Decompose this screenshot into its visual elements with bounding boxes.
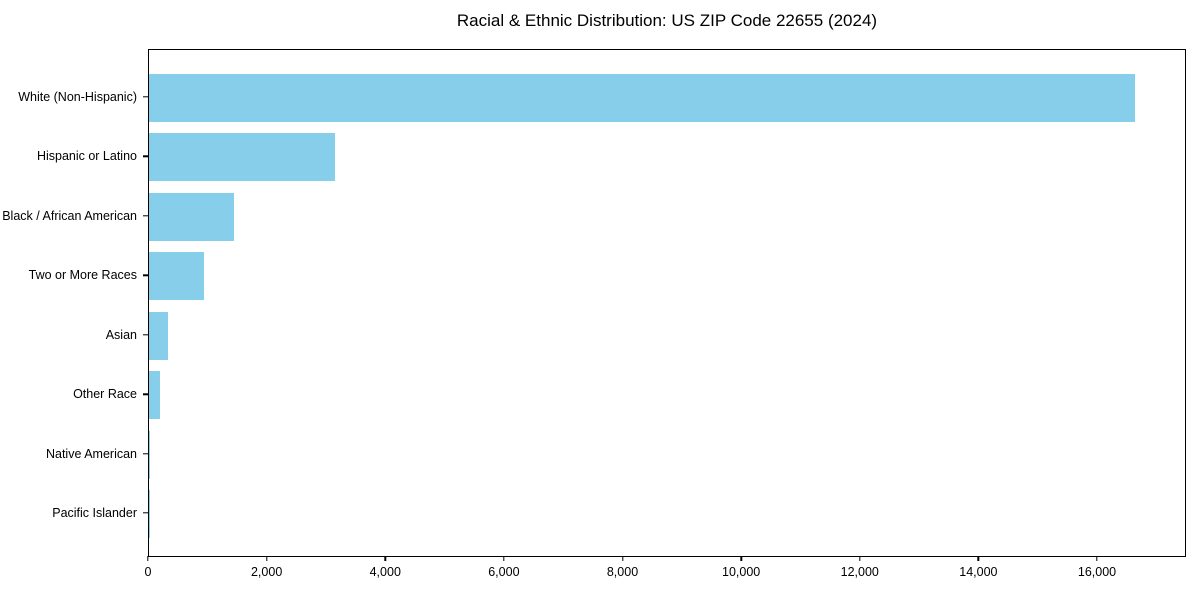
x-tick-mark <box>147 556 149 561</box>
x-tick-label: 10,000 <box>722 565 761 579</box>
x-tick-mark <box>503 556 505 561</box>
x-tick-mark <box>1096 556 1098 561</box>
y-tick-mark <box>143 215 148 217</box>
y-tick-mark <box>143 512 148 514</box>
y-tick-label: Black / African American <box>2 208 137 223</box>
y-tick-label: Asian <box>105 327 137 342</box>
x-tick-label: 2,000 <box>250 565 283 579</box>
y-tick-label: Two or More Races <box>28 268 137 283</box>
x-tick-label: 12,000 <box>840 565 879 579</box>
x-tick-label: 4,000 <box>369 565 401 579</box>
y-tick-mark <box>143 452 148 455</box>
x-tick-label: 14,000 <box>959 565 998 579</box>
y-tick-mark <box>143 393 148 395</box>
y-tick-mark <box>143 155 148 158</box>
bar-black-african-american <box>149 192 234 241</box>
y-tick-label: Hispanic or Latino <box>36 149 137 164</box>
x-tick-mark <box>384 556 386 561</box>
y-axis: White (Non-Hispanic) Hispanic or Latino Bl… <box>0 0 148 600</box>
y-tick-mark <box>143 96 148 98</box>
x-tick-label: 6,000 <box>488 565 520 579</box>
x-tick-mark <box>977 556 980 561</box>
y-tick-label: Other Race <box>73 387 137 402</box>
x-tick-label: 8,000 <box>606 565 639 579</box>
bar-other-race <box>149 371 160 420</box>
y-tick-label: Native American <box>45 446 137 461</box>
x-tick-mark <box>621 556 624 561</box>
y-tick-label: Pacific Islander <box>52 506 137 520</box>
x-tick-mark <box>740 556 742 561</box>
bar-native-american <box>149 430 151 479</box>
x-tick-label: 16,000 <box>1077 565 1117 579</box>
x-tick-label: 0 <box>144 565 152 579</box>
bar-two-or-more-races <box>149 252 204 301</box>
chart-title: Racial & Ethnic Distribution: US ZIP Cod… <box>456 11 878 30</box>
bar-asian <box>149 311 168 360</box>
x-axis: 0 2,000 4,000 6,000 8,000 10,000 12,000 14,000 1… <box>144 556 1186 600</box>
x-tick-mark <box>265 556 268 561</box>
bar-hispanic-or-latino <box>149 133 336 182</box>
y-tick-mark <box>143 274 148 276</box>
plot-area <box>148 49 1186 557</box>
y-tick-mark <box>143 334 148 336</box>
x-tick-mark <box>859 556 861 561</box>
y-tick-label: White (Non-Hispanic) <box>18 90 137 104</box>
bar-white-non-hispanic <box>149 74 1135 122</box>
